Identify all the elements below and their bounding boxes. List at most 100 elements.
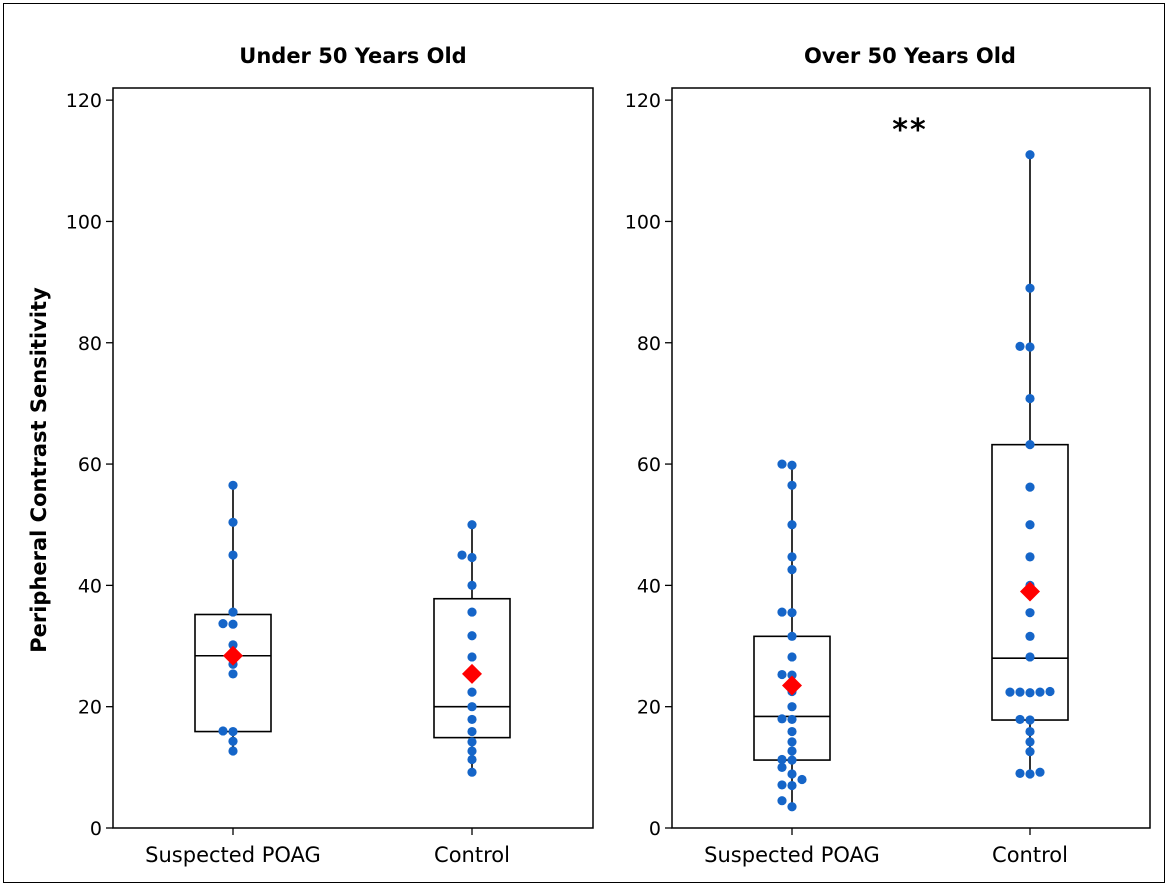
data-point (777, 669, 787, 680)
data-point (1025, 393, 1035, 404)
data-point (467, 702, 477, 712)
data-point (1035, 687, 1045, 697)
data-point (1035, 767, 1045, 777)
data-point (787, 460, 797, 470)
data-point (467, 714, 477, 725)
data-point (467, 652, 477, 662)
data-point (777, 607, 787, 617)
data-point (787, 769, 797, 779)
data-point (787, 608, 797, 618)
mean-marker (1020, 581, 1040, 602)
data-point (1025, 520, 1035, 530)
data-point (1025, 608, 1035, 618)
y-axis-under-50: 0 20 40 60 80 100 120 (66, 90, 113, 840)
y-axis-label: Peripheral Contrast Sensitivity (27, 287, 51, 653)
data-point (787, 737, 797, 747)
data-point (787, 780, 797, 791)
data-point (467, 726, 477, 737)
data-point (777, 754, 787, 765)
data-point (467, 737, 477, 747)
y-tick-label: 0 (90, 818, 102, 840)
data-point (1025, 342, 1035, 352)
x-category-label: Suspected POAG (704, 843, 880, 867)
data-point (1025, 482, 1035, 492)
y-tick-label: 100 (625, 211, 661, 233)
data-point (467, 746, 477, 756)
data-point (228, 726, 238, 737)
data-point (1025, 150, 1035, 160)
x-category-label: Control (992, 843, 1068, 867)
data-point (1025, 440, 1035, 450)
plot-area-under-50 (112, 87, 594, 829)
data-point (228, 517, 238, 527)
data-point (467, 687, 477, 697)
figure-frame (3, 3, 1165, 883)
data-point (787, 520, 797, 530)
data-point (787, 652, 797, 662)
data-point (228, 736, 238, 746)
y-tick-label: 40 (78, 575, 102, 597)
x-axis-under-50: Suspected POAG Control (145, 828, 510, 867)
data-point (787, 726, 797, 737)
data-point (1045, 686, 1055, 697)
y-axis-over-50: 0 20 40 60 80 100 120 (625, 90, 672, 840)
y-tick-label: 20 (637, 697, 661, 719)
box-group (433, 520, 511, 777)
y-tick-label: 80 (637, 333, 661, 355)
data-point (467, 520, 477, 530)
plot-area-over-50 (671, 87, 1151, 829)
data-point (787, 746, 797, 756)
data-point (777, 762, 787, 772)
x-category-label: Control (434, 843, 510, 867)
data-point (777, 780, 787, 790)
mean-marker (223, 645, 243, 666)
data-point (1025, 746, 1035, 757)
data-point (228, 619, 238, 629)
data-point (467, 552, 477, 563)
groups-over-50 (753, 150, 1069, 812)
box-group (753, 459, 831, 812)
data-point (228, 607, 238, 617)
x-axis-over-50: Suspected POAG Control (704, 828, 1068, 867)
data-point (467, 631, 477, 641)
data-point (457, 550, 467, 560)
x-category-label: Suspected POAG (145, 843, 321, 867)
y-tick-label: 60 (78, 454, 102, 476)
data-point (787, 565, 797, 575)
panel-over-50: Over 50 Years Old 0 20 40 60 80 100 120 Suspec… (625, 44, 1151, 867)
mean-marker (782, 675, 802, 696)
data-point (777, 714, 787, 724)
data-point (467, 607, 477, 617)
data-point (1015, 341, 1025, 351)
box-group (194, 480, 272, 756)
data-point (228, 480, 238, 490)
data-point (228, 550, 238, 560)
panel-title-over-50: Over 50 Years Old (804, 44, 1016, 68)
data-point (467, 767, 477, 777)
data-point (787, 670, 797, 680)
data-point (787, 755, 797, 765)
data-point (787, 714, 797, 725)
data-point (1025, 769, 1035, 779)
data-point (218, 618, 228, 629)
data-point (1015, 714, 1025, 725)
data-point (1015, 768, 1025, 779)
data-point (228, 669, 238, 679)
y-tick-label: 20 (78, 697, 102, 719)
y-tick-label: 40 (637, 575, 661, 597)
data-point (467, 580, 477, 590)
data-point (1025, 631, 1035, 641)
data-point (1005, 687, 1015, 697)
data-point (1025, 726, 1035, 737)
data-point (1015, 687, 1025, 697)
data-point (1025, 652, 1035, 662)
panel-under-50: Under 50 Years Old 0 20 40 60 80 100 120 Suspe… (66, 44, 594, 867)
data-point (1025, 737, 1035, 747)
data-point (228, 640, 238, 650)
data-point (1025, 715, 1035, 725)
y-tick-label: 60 (637, 454, 661, 476)
data-point (1025, 552, 1035, 562)
data-point (787, 802, 797, 812)
panel-title-under-50: Under 50 Years Old (239, 44, 466, 68)
